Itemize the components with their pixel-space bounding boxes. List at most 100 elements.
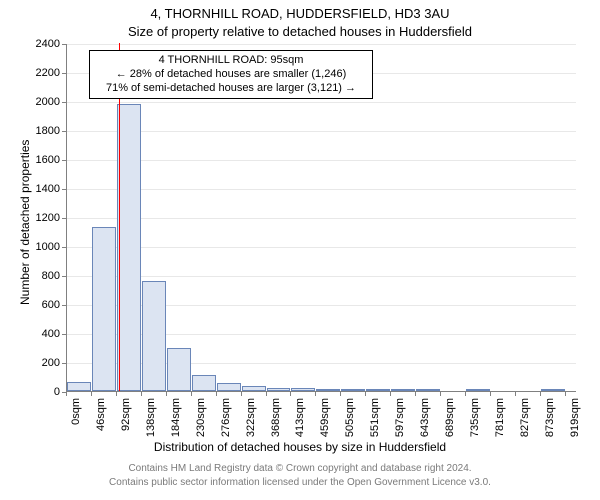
y-tick-label: 400 <box>20 328 60 340</box>
histogram-bar <box>67 382 91 391</box>
x-tick-mark <box>166 392 167 396</box>
x-tick-mark <box>216 392 217 396</box>
histogram-bar <box>541 389 565 391</box>
y-tick-label: 1000 <box>20 241 60 253</box>
x-tick-mark <box>141 392 142 396</box>
x-tick-label: 827sqm <box>519 398 531 458</box>
histogram-bar <box>192 375 216 391</box>
x-tick-label: 597sqm <box>394 398 406 458</box>
y-tick-label: 2400 <box>20 38 60 50</box>
y-tick-mark <box>62 160 66 161</box>
x-tick-mark <box>241 392 242 396</box>
x-tick-mark <box>365 392 366 396</box>
x-tick-mark <box>465 392 466 396</box>
y-tick-mark <box>62 102 66 103</box>
grid-line <box>67 102 576 103</box>
x-tick-mark <box>116 392 117 396</box>
histogram-bar <box>242 386 266 391</box>
x-tick-mark <box>340 392 341 396</box>
x-tick-label: 735sqm <box>469 398 481 458</box>
callout-line2: ← 28% of detached houses are smaller (1,… <box>96 68 366 82</box>
y-tick-mark <box>62 247 66 248</box>
x-tick-label: 138sqm <box>145 398 157 458</box>
y-tick-mark <box>62 363 66 364</box>
x-tick-label: 322sqm <box>245 398 257 458</box>
grid-line <box>67 218 576 219</box>
y-tick-mark <box>62 334 66 335</box>
histogram-bar <box>142 281 166 391</box>
grid-line <box>67 131 576 132</box>
grid-line <box>67 189 576 190</box>
x-tick-label: 459sqm <box>319 398 331 458</box>
histogram-bar <box>217 383 241 391</box>
callout-box: 4 THORNHILL ROAD: 95sqm ← 28% of detache… <box>89 50 373 99</box>
footer-copyright-1: Contains HM Land Registry data © Crown c… <box>0 463 600 474</box>
plot-area: 4 THORNHILL ROAD: 95sqm ← 28% of detache… <box>66 44 576 392</box>
y-tick-label: 2000 <box>20 96 60 108</box>
y-tick-label: 2200 <box>20 67 60 79</box>
y-tick-label: 1400 <box>20 183 60 195</box>
y-tick-mark <box>62 189 66 190</box>
y-tick-mark <box>62 305 66 306</box>
chart-title-address: 4, THORNHILL ROAD, HUDDERSFIELD, HD3 3AU <box>0 6 600 21</box>
x-tick-mark <box>191 392 192 396</box>
y-tick-mark <box>62 73 66 74</box>
x-tick-label: 46sqm <box>95 398 107 458</box>
x-tick-mark <box>66 392 67 396</box>
grid-line <box>67 247 576 248</box>
x-tick-mark <box>490 392 491 396</box>
x-tick-label: 873sqm <box>544 398 556 458</box>
footer-copyright-2: Contains public sector information licen… <box>0 477 600 488</box>
y-tick-mark <box>62 131 66 132</box>
histogram-bar <box>117 104 141 391</box>
y-tick-label: 200 <box>20 357 60 369</box>
callout-line3: 71% of semi-detached houses are larger (… <box>96 82 366 96</box>
x-tick-mark <box>266 392 267 396</box>
grid-line <box>67 276 576 277</box>
histogram-bar <box>92 227 116 391</box>
y-tick-mark <box>62 218 66 219</box>
x-tick-label: 92sqm <box>120 398 132 458</box>
x-tick-mark <box>440 392 441 396</box>
callout-line1: 4 THORNHILL ROAD: 95sqm <box>96 54 366 68</box>
x-tick-mark <box>290 392 291 396</box>
x-tick-label: 551sqm <box>369 398 381 458</box>
x-tick-label: 184sqm <box>170 398 182 458</box>
x-tick-label: 505sqm <box>344 398 356 458</box>
x-tick-mark <box>515 392 516 396</box>
chart-container: 4, THORNHILL ROAD, HUDDERSFIELD, HD3 3AU… <box>0 0 600 500</box>
x-tick-mark <box>540 392 541 396</box>
y-tick-label: 0 <box>20 386 60 398</box>
chart-title-subtitle: Size of property relative to detached ho… <box>0 24 600 39</box>
x-tick-label: 689sqm <box>444 398 456 458</box>
y-tick-label: 1800 <box>20 125 60 137</box>
histogram-bar <box>366 389 390 391</box>
histogram-bar <box>267 388 290 391</box>
histogram-bar <box>316 389 340 391</box>
x-tick-mark <box>91 392 92 396</box>
grid-line <box>67 160 576 161</box>
x-tick-label: 0sqm <box>70 398 82 458</box>
x-tick-label: 413sqm <box>294 398 306 458</box>
x-tick-label: 781sqm <box>494 398 506 458</box>
x-tick-mark <box>565 392 566 396</box>
x-tick-mark <box>315 392 316 396</box>
histogram-bar <box>416 389 440 391</box>
y-tick-label: 600 <box>20 299 60 311</box>
x-tick-label: 368sqm <box>270 398 282 458</box>
grid-line <box>67 44 576 45</box>
histogram-bar <box>167 348 191 391</box>
histogram-bar <box>466 389 490 391</box>
x-tick-mark <box>415 392 416 396</box>
y-tick-mark <box>62 276 66 277</box>
y-tick-label: 1600 <box>20 154 60 166</box>
histogram-bar <box>391 389 415 391</box>
histogram-bar <box>341 389 365 391</box>
y-tick-label: 800 <box>20 270 60 282</box>
x-tick-label: 276sqm <box>220 398 232 458</box>
x-tick-label: 919sqm <box>569 398 581 458</box>
x-tick-label: 230sqm <box>195 398 207 458</box>
x-tick-label: 643sqm <box>419 398 431 458</box>
y-tick-mark <box>62 44 66 45</box>
histogram-bar <box>291 388 315 391</box>
